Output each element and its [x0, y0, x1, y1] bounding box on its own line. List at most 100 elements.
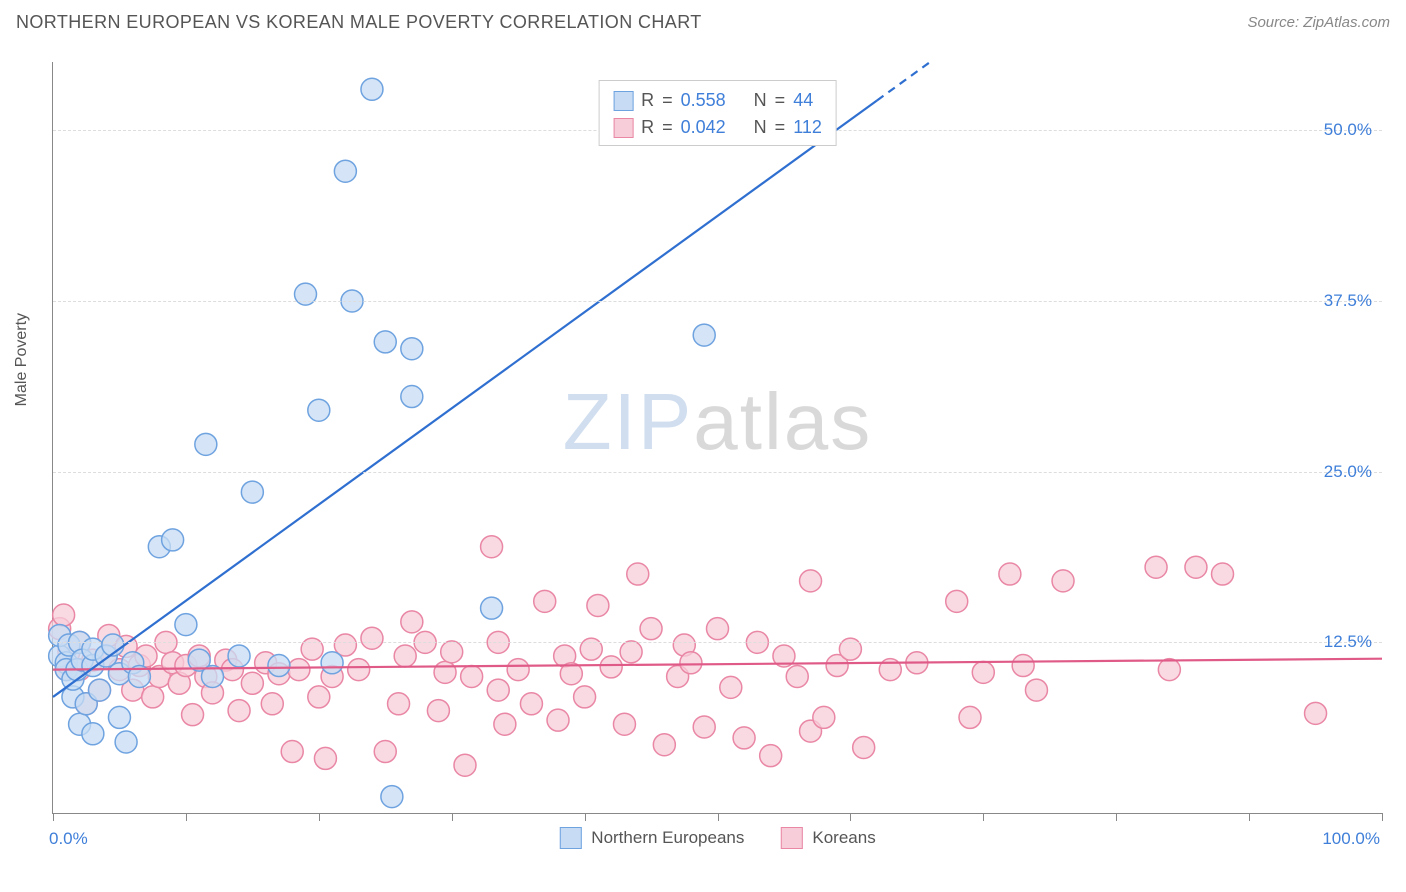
data-point — [1145, 556, 1167, 578]
data-point — [427, 700, 449, 722]
grid-line — [53, 301, 1382, 302]
data-point — [401, 611, 423, 633]
legend-label-series-1: Koreans — [812, 828, 875, 848]
data-point — [487, 679, 509, 701]
stat-eq: = — [662, 87, 673, 114]
data-point — [972, 661, 994, 683]
legend-swatch-series-1 — [613, 118, 633, 138]
x-tick — [983, 813, 984, 821]
data-point — [1012, 655, 1034, 677]
data-point — [786, 665, 808, 687]
trend-line — [53, 100, 877, 696]
data-point — [334, 160, 356, 182]
data-point — [547, 709, 569, 731]
data-point — [481, 597, 503, 619]
x-tick — [53, 813, 54, 821]
data-point — [115, 731, 137, 753]
stat-eq: = — [775, 114, 786, 141]
data-point — [348, 659, 370, 681]
data-point — [481, 536, 503, 558]
data-point — [454, 754, 476, 776]
data-point — [401, 338, 423, 360]
data-point — [321, 652, 343, 674]
data-point — [680, 652, 702, 674]
data-point — [494, 713, 516, 735]
legend-swatch-series-1 — [780, 827, 802, 849]
stat-eq: = — [662, 114, 673, 141]
data-point — [520, 693, 542, 715]
data-point — [999, 563, 1021, 585]
data-point — [308, 686, 330, 708]
plot-svg — [53, 62, 1382, 813]
grid-line — [53, 472, 1382, 473]
data-point — [388, 693, 410, 715]
data-point — [946, 590, 968, 612]
data-point — [959, 706, 981, 728]
data-point — [1025, 679, 1047, 701]
data-point — [268, 655, 290, 677]
x-tick — [452, 813, 453, 821]
y-axis-title: Male Poverty — [13, 313, 31, 406]
data-point — [1185, 556, 1207, 578]
stat-n-series-1: 112 — [793, 114, 822, 141]
x-tick — [1116, 813, 1117, 821]
data-point — [394, 645, 416, 667]
legend-swatch-series-0 — [613, 91, 633, 111]
data-point — [1212, 563, 1234, 585]
data-point — [720, 676, 742, 698]
data-point — [108, 706, 130, 728]
data-point — [195, 433, 217, 455]
data-point — [461, 665, 483, 687]
stat-n-series-0: 44 — [793, 87, 813, 114]
data-point — [441, 641, 463, 663]
grid-line — [53, 642, 1382, 643]
y-tick-label: 25.0% — [1324, 462, 1372, 482]
data-point — [374, 741, 396, 763]
data-point — [175, 614, 197, 636]
stat-label-n: N — [754, 114, 767, 141]
data-point — [53, 604, 75, 626]
chart-container: Male Poverty ZIPatlas R = 0.558 N = 44 R… — [0, 44, 1406, 892]
y-tick-label: 37.5% — [1324, 291, 1372, 311]
x-axis-max-label: 100.0% — [1322, 829, 1380, 849]
legend-label-series-0: Northern Europeans — [591, 828, 744, 848]
data-point — [374, 331, 396, 353]
data-point — [228, 700, 250, 722]
data-point — [142, 686, 164, 708]
data-point — [813, 706, 835, 728]
x-tick — [850, 813, 851, 821]
data-point — [534, 590, 556, 612]
y-tick-label: 12.5% — [1324, 632, 1372, 652]
data-point — [82, 723, 104, 745]
stats-legend: R = 0.558 N = 44 R = 0.042 N = 112 — [598, 80, 837, 146]
stat-label-r: R — [641, 114, 654, 141]
data-point — [733, 727, 755, 749]
trend-line-extrapolated — [877, 62, 930, 100]
data-point — [693, 324, 715, 346]
data-point — [89, 679, 111, 701]
source-attribution: Source: ZipAtlas.com — [1247, 14, 1390, 31]
data-point — [707, 618, 729, 640]
stats-row-series-0: R = 0.558 N = 44 — [613, 87, 822, 114]
data-point — [162, 529, 184, 551]
bottom-legend: Northern Europeans Koreans — [559, 827, 875, 849]
data-point — [760, 745, 782, 767]
stat-eq: = — [775, 87, 786, 114]
legend-swatch-series-0 — [559, 827, 581, 849]
data-point — [241, 672, 263, 694]
data-point — [434, 661, 456, 683]
data-point — [507, 659, 529, 681]
data-point — [361, 627, 383, 649]
legend-item-series-0: Northern Europeans — [559, 827, 744, 849]
stat-r-series-0: 0.558 — [681, 87, 726, 114]
data-point — [308, 399, 330, 421]
data-point — [627, 563, 649, 585]
data-point — [314, 747, 336, 769]
data-point — [182, 704, 204, 726]
data-point — [600, 656, 622, 678]
data-point — [228, 645, 250, 667]
stats-row-series-1: R = 0.042 N = 112 — [613, 114, 822, 141]
legend-item-series-1: Koreans — [780, 827, 875, 849]
data-point — [587, 594, 609, 616]
data-point — [241, 481, 263, 503]
